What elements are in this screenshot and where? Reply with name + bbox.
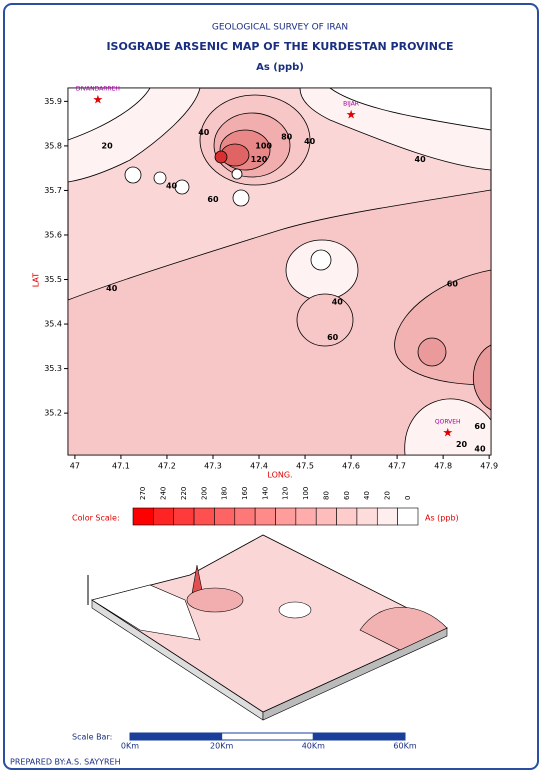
3d-view [88, 535, 447, 720]
color-box [235, 508, 255, 525]
scale-tick-label: 0Km [121, 742, 139, 751]
color-box [377, 508, 397, 525]
color-level-label: 120 [282, 487, 290, 500]
contour-label: 40 [198, 128, 210, 137]
place-name: QORVEH [435, 418, 461, 425]
contour-label: 120 [251, 155, 268, 164]
contour-label: 40 [304, 137, 316, 146]
contour-label: 40 [415, 155, 427, 164]
contour-label: 40 [332, 297, 344, 306]
contour-label: 40 [106, 284, 118, 293]
color-level-label: 180 [221, 487, 229, 500]
color-scale-unit: As (ppb) [425, 514, 459, 523]
color-level-label: 160 [241, 487, 249, 500]
footer: PREPARED BY:A.S. SAYYREH [10, 758, 121, 767]
place-marker: ★ [93, 93, 104, 107]
y-tick-label: 35.7 [44, 186, 62, 195]
contour-label: 60 [207, 195, 219, 204]
contour-label: 80 [281, 132, 293, 141]
color-box [255, 508, 275, 525]
scale-tick-label: 60Km [393, 742, 416, 751]
x-tick-label: 47.5 [296, 462, 314, 471]
contour-label: 60 [447, 279, 459, 288]
x-tick-label: 47.3 [204, 462, 222, 471]
scale-segment [313, 733, 405, 740]
color-level-label: 100 [302, 487, 310, 500]
color-box [296, 508, 316, 525]
contour-label: 40 [474, 444, 486, 453]
place-marker: ★ [346, 107, 357, 121]
contour-map [68, 88, 491, 455]
color-box [133, 508, 153, 525]
color-level-label: 40 [363, 491, 371, 500]
color-level-label: 200 [200, 487, 208, 500]
subtitle: As (ppb) [256, 62, 304, 73]
color-box [174, 508, 194, 525]
contour-label: 20 [456, 440, 468, 449]
color-level-label: 140 [261, 487, 269, 500]
y-tick-label: 35.3 [44, 364, 62, 373]
contour-label: 100 [255, 141, 272, 150]
title: ISOGRADE ARSENIC MAP OF THE KURDESTAN PR… [106, 40, 453, 53]
color-box [337, 508, 357, 525]
x-tick-label: 47.7 [388, 462, 406, 471]
color-level-label: 240 [160, 487, 168, 500]
y-tick-label: 35.9 [44, 97, 62, 106]
color-box [357, 508, 377, 525]
x-tick-label: 47.9 [480, 462, 498, 471]
color-level-label: 220 [180, 487, 188, 500]
scale-segment [130, 733, 222, 740]
color-box [276, 508, 296, 525]
contour-label: 40 [166, 181, 178, 190]
y-tick-label: 35.2 [44, 409, 62, 418]
contour-label: 20 [102, 141, 114, 150]
color-level-label: 270 [139, 487, 147, 500]
x-tick-label: 47.1 [112, 462, 130, 471]
place-name: DIVANDARREH [76, 86, 120, 93]
y-tick-label: 35.4 [44, 320, 62, 329]
x-tick-label: 47.2 [158, 462, 176, 471]
color-level-label: 20 [383, 491, 391, 500]
place-name: BIJAR [343, 100, 359, 107]
x-tick-label: 47.6 [342, 462, 360, 471]
x-tick-label: 47.8 [434, 462, 452, 471]
x-tick-label: 47 [70, 462, 80, 471]
agency: GEOLOGICAL SURVEY OF IRAN [212, 23, 348, 33]
color-box [194, 508, 214, 525]
scale-tick-label: 40Km [302, 742, 325, 751]
scale-segment [222, 733, 314, 740]
y-tick-label: 35.8 [44, 141, 62, 150]
place-marker: ★ [442, 425, 453, 439]
color-box [398, 508, 418, 525]
x-axis-label: LONG. [267, 471, 292, 480]
page: GEOLOGICAL SURVEY OF IRAN ISOGRADE ARSEN… [0, 0, 542, 773]
color-scale-label: Color Scale: [72, 514, 120, 523]
y-tick-label: 35.5 [44, 275, 62, 284]
color-level-label: 0 [404, 496, 412, 500]
color-box [214, 508, 234, 525]
color-level-label: 80 [322, 491, 330, 500]
color-level-label: 60 [343, 491, 351, 500]
scale-bar-label: Scale Bar: [72, 733, 112, 742]
scale-tick-label: 20Km [210, 742, 233, 751]
y-axis-label: LAT [32, 273, 41, 287]
x-tick-label: 47.4 [250, 462, 268, 471]
y-tick-label: 35.6 [44, 230, 62, 239]
contour-label: 60 [327, 333, 339, 342]
contour-label: 60 [474, 422, 486, 431]
color-box [316, 508, 336, 525]
color-box [153, 508, 173, 525]
